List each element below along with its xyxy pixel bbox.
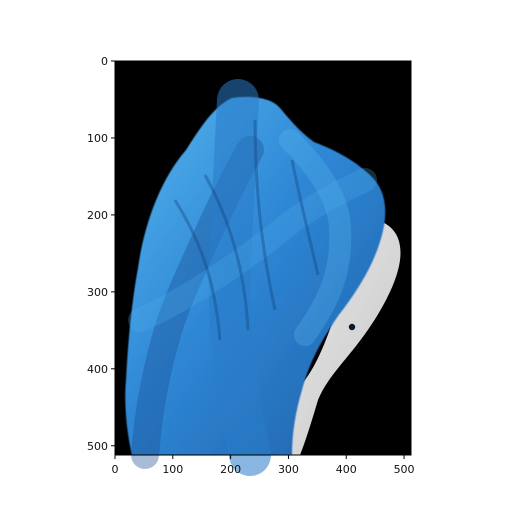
- y-axis: 0 100 200 300 400 500: [87, 55, 115, 453]
- y-tick-label: 400: [87, 363, 108, 376]
- strand-center: [208, 79, 271, 476]
- x-tick-label: 0: [112, 463, 119, 476]
- y-tick-label: 0: [101, 55, 108, 68]
- x-tick-label: 400: [336, 463, 357, 476]
- ridge-lines: [173, 119, 320, 341]
- y-tick-label: 200: [87, 209, 108, 222]
- y-tick-label: 500: [87, 440, 108, 453]
- white-surface: [276, 217, 401, 455]
- strand-diagonal: [128, 168, 377, 332]
- y-tick-label: 300: [87, 286, 108, 299]
- x-tick-label: 100: [162, 463, 183, 476]
- x-tick-label: 300: [278, 463, 299, 476]
- x-axis: 0 100 200 300 400 500: [112, 455, 415, 476]
- strand-right: [279, 129, 352, 346]
- displayed-image: [115, 61, 411, 476]
- x-tick-label: 200: [220, 463, 241, 476]
- y-tick-label: 100: [87, 132, 108, 145]
- axes-frame: [114, 60, 412, 456]
- x-tick-label: 500: [394, 463, 415, 476]
- dark-speck: [348, 323, 356, 331]
- blue-object-silhouette: [125, 96, 386, 455]
